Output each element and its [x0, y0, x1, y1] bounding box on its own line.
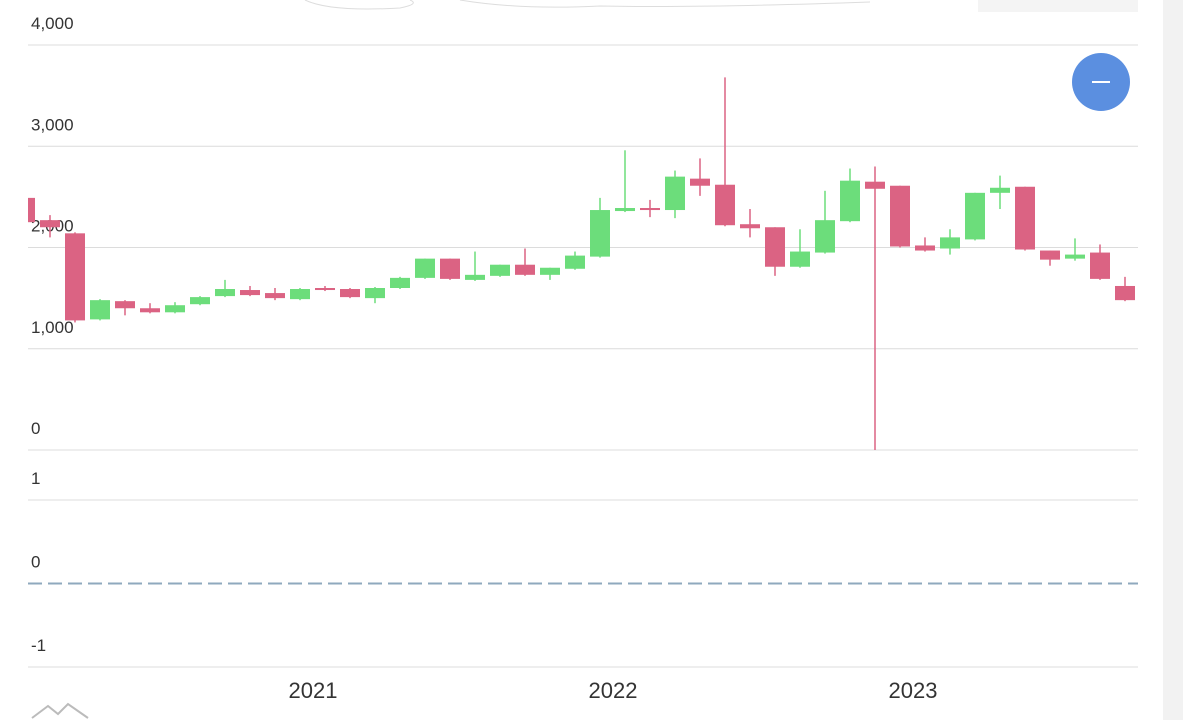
navigator-handle	[978, 0, 1138, 12]
scrollbar-track	[1163, 0, 1183, 720]
candle-body	[690, 178, 710, 186]
candle-body	[815, 220, 835, 253]
candle-body	[515, 264, 535, 275]
x-tick-label: 2022	[589, 678, 638, 703]
candle-body	[315, 288, 335, 291]
candle-body	[240, 290, 260, 296]
candle-body	[415, 258, 435, 278]
candle-body	[765, 227, 785, 267]
y-tick-label: 4,000	[31, 14, 74, 33]
candle-body	[740, 224, 760, 229]
y-tick-label: -1	[31, 636, 46, 655]
candle-body	[40, 220, 60, 228]
candle-body	[1090, 252, 1110, 279]
candle-body	[390, 277, 410, 288]
candle-body	[1040, 250, 1060, 260]
candle-body	[215, 289, 235, 297]
x-tick-label: 2021	[289, 678, 338, 703]
candle-body	[965, 192, 985, 240]
candle-body	[340, 289, 360, 298]
candle-body	[865, 181, 885, 189]
candle-body	[640, 208, 660, 211]
candle-body	[790, 251, 810, 267]
y-tick-label: 3,000	[31, 115, 74, 134]
y-tick-label: 1	[31, 469, 40, 488]
candle-body	[665, 176, 685, 211]
candle-body	[65, 233, 85, 321]
logo-icon	[31, 702, 89, 719]
candle-body	[590, 210, 610, 257]
candle-body	[540, 267, 560, 275]
candle-body	[165, 305, 185, 313]
candle-body	[565, 255, 585, 269]
candle-body	[190, 297, 210, 305]
navigator	[304, 0, 871, 10]
candle-body	[990, 187, 1010, 193]
candle-body	[940, 237, 960, 249]
candle-body	[1115, 285, 1135, 301]
candle-body	[265, 293, 285, 299]
candle-body	[90, 300, 110, 320]
y-tick-label: 0	[31, 553, 40, 572]
y-tick-label: 0	[31, 419, 40, 438]
candle-body	[490, 264, 510, 276]
candle-body	[915, 245, 935, 251]
candle-body	[465, 274, 485, 280]
candle-body	[28, 197, 35, 223]
candle-body	[1015, 186, 1035, 250]
candle-body	[715, 184, 735, 226]
candle-body	[615, 208, 635, 212]
candle-body	[840, 180, 860, 222]
candle-body	[440, 258, 460, 279]
candle-body	[1065, 254, 1085, 259]
candle-body	[890, 185, 910, 247]
zoom-out-button[interactable]	[1072, 53, 1130, 111]
candle-body	[140, 308, 160, 313]
candle-body	[290, 289, 310, 300]
candle-body	[365, 288, 385, 299]
x-tick-label: 2023	[889, 678, 938, 703]
candle-body	[115, 301, 135, 309]
y-tick-label: 1,000	[31, 318, 74, 337]
